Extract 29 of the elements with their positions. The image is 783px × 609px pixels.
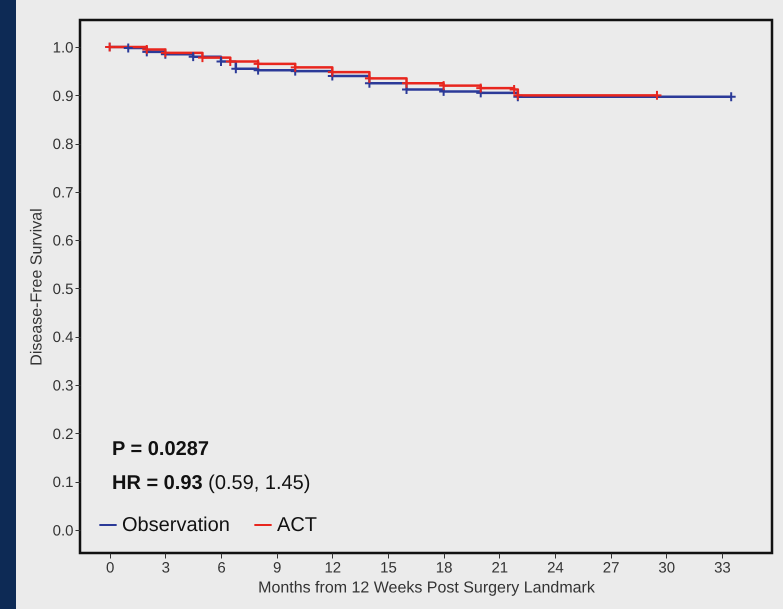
y-tick-label: 0.3 [52,377,74,394]
annotation: HR = 0.93 (0.59, 1.45) [112,472,310,494]
y-axis-title: Disease-Free Survival [28,208,46,366]
x-axis-title: Months from 12 Weeks Post Surgery Landmark [258,580,596,596]
y-tick-label: 0.8 [52,136,74,154]
x-tick-label: 6 [217,560,226,576]
x-tick-label: 27 [602,560,620,576]
x-tick-label: 3 [162,560,170,576]
y-tick-label: 0.4 [52,329,74,346]
y-tick-label: 0.9 [52,88,74,105]
legend-label: Observation [122,514,230,536]
annotation: P = 0.0287 [112,438,209,460]
y-tick-label: 0.5 [52,280,74,298]
x-tick-label: 24 [547,560,564,576]
y-tick-label: 0.2 [52,426,74,443]
y-tick-label: 0.0 [52,522,74,540]
y-tick-label: 0.1 [52,474,74,492]
x-tick-label: 30 [658,560,676,576]
x-tick-label: 33 [714,560,731,576]
x-tick-label: 18 [436,560,452,576]
y-tick-label: 0.7 [52,184,74,202]
x-tick-label: 15 [380,560,397,576]
x-tick-label: 12 [324,560,342,576]
x-tick-label: 9 [272,560,282,576]
legend-label: ACT [277,514,317,536]
y-tick-label: 1.0 [52,40,74,57]
x-tick-label: 21 [491,560,508,576]
x-tick-label: 0 [106,560,114,576]
y-tick-label: 0.6 [52,232,74,250]
